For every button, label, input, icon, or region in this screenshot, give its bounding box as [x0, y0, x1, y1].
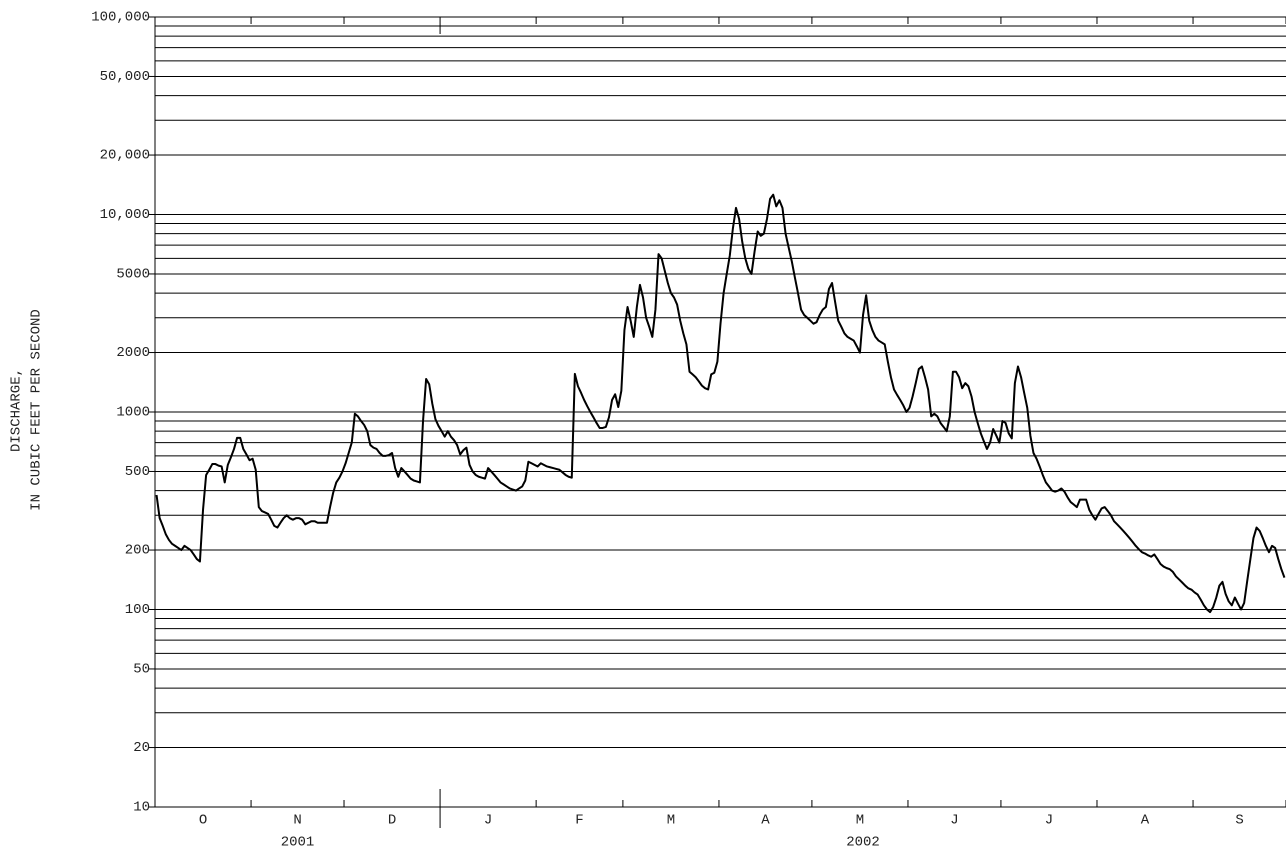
- year-label: 2001: [281, 835, 315, 849]
- x-tick-label: F: [575, 813, 583, 829]
- y-axis-label: DISCHARGE,: [9, 368, 25, 452]
- y-axis-label: IN CUBIC FEET PER SECOND: [29, 309, 45, 511]
- x-tick-label: S: [1235, 813, 1243, 829]
- x-tick-label: J: [1045, 813, 1053, 829]
- y-tick-label: 1000: [116, 405, 150, 421]
- discharge-line: [155, 193, 1286, 614]
- x-tick-label: M: [856, 813, 864, 829]
- y-tick-label: 50,000: [100, 69, 150, 85]
- y-tick-label: 500: [125, 464, 150, 480]
- x-tick-label: A: [1141, 813, 1150, 829]
- x-tick-label: N: [293, 813, 301, 829]
- x-tick-label: D: [388, 813, 396, 829]
- y-tick-label: 200: [125, 543, 150, 559]
- x-tick-label: J: [484, 813, 492, 829]
- y-tick-label: 20: [133, 740, 150, 756]
- x-tick-label: O: [199, 813, 207, 829]
- y-tick-label: 10,000: [100, 207, 150, 223]
- x-tick-label: J: [950, 813, 958, 829]
- year-label: 2002: [846, 835, 880, 849]
- y-tick-label: 50: [133, 662, 150, 678]
- y-tick-label: 2000: [116, 345, 150, 361]
- x-tick-label: A: [761, 813, 770, 829]
- y-tick-label: 10: [133, 800, 150, 816]
- y-tick-label: 5000: [116, 267, 150, 283]
- y-tick-label: 100: [125, 602, 150, 618]
- y-tick-label: 20,000: [100, 148, 150, 164]
- x-tick-label: M: [667, 813, 675, 829]
- y-tick-label: 100,000: [91, 10, 150, 26]
